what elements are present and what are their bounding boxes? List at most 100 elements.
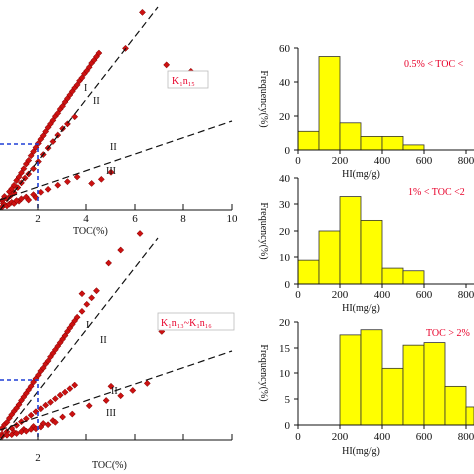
histogram-1-ytick-20: 20 (279, 111, 298, 123)
scatter-top-point (20, 165, 28, 173)
histogram-3-ylabel: Frequency(%) (258, 344, 269, 401)
histogram-3-bar (423, 342, 446, 426)
histogram-2-bar (339, 196, 362, 285)
scatter-bottom-point (42, 401, 50, 409)
scatter-top-point (30, 165, 38, 173)
histogram-3-xtick-label-800: 800 (458, 431, 474, 443)
histogram-panel-1: 0 20 40 60 0 200 400 600 800 HI(mg/g) Fr… (258, 43, 474, 180)
scatter-bottom-point (61, 388, 69, 396)
histogram-2-ytick-20: 20 (279, 226, 298, 238)
histogram-1-bar (297, 130, 320, 151)
scatter-bottom-point (88, 294, 96, 302)
histogram-1-bar (381, 135, 404, 151)
scatter-bottom-point (59, 413, 67, 421)
histogram-3-xtick-600: 600 (416, 425, 433, 443)
histogram-1-ytick-60: 60 (279, 43, 298, 55)
scatter-top-highlight-box (0, 143, 39, 210)
histogram-2-ytick-label-10: 10 (279, 252, 291, 264)
scatter-top-point (18, 195, 25, 203)
histogram-3-ytick-label-15: 15 (279, 343, 291, 355)
histogram-1-xtick-label-400: 400 (374, 155, 391, 167)
scatter-bottom-point (13, 421, 21, 429)
histogram-1-xtick-200: 200 (332, 150, 349, 167)
scatter-top-point (44, 185, 52, 193)
histogram-1-ytick-40: 40 (279, 77, 298, 89)
histogram-3-xtick-label-400: 400 (374, 431, 391, 443)
scatter-bottom-zone-II-upper: II (100, 335, 107, 346)
histogram-2-annotation: 1% < TOC <2 (408, 187, 465, 198)
scatter-top-line-I (0, 6, 159, 211)
histogram-2-bar (360, 219, 383, 285)
scatter-bottom-point (32, 408, 40, 416)
histogram-3-xlabel: HI(mg/g) (342, 446, 380, 457)
scatter-bottom-zone-I: I (86, 320, 89, 331)
histogram-2-xtick-label-800: 800 (458, 289, 474, 301)
scatter-bottom-legend-text: K₁n₁₃~K₁n₁₆ (161, 318, 212, 329)
histogram-2-xtick-label-200: 200 (332, 289, 349, 301)
histogram-3-annotation: TOC > 2% (426, 328, 470, 339)
histogram-3-ytick-5: 5 (285, 394, 298, 406)
histogram-3-bar (465, 406, 474, 426)
histogram-3-xtick-800: 800 (458, 425, 474, 443)
scatter-bottom-point (18, 418, 25, 426)
scatter-bottom-tick-2: 2 (35, 434, 41, 464)
histogram-1-bar (360, 135, 383, 151)
histogram-3-ytick-label-0: 0 (285, 420, 291, 432)
histogram-1-xtick-label-800: 800 (458, 155, 474, 167)
scatter-bottom-point (85, 402, 93, 410)
scatter-top-line-III (0, 120, 233, 201)
histogram-2-ytick-10: 10 (279, 252, 298, 264)
histogram-2-xtick-label-400: 400 (374, 289, 391, 301)
histogram-2-xtick-400: 400 (374, 284, 391, 301)
histogram-1-xtick-600: 600 (416, 150, 433, 167)
scatter-bottom-point (143, 379, 151, 387)
scatter-top-point (107, 168, 115, 176)
histogram-1-ytick-label-40: 40 (279, 77, 291, 89)
scatter-top-tick-label-10: 10 (227, 213, 239, 225)
histogram-3-bar (381, 367, 404, 426)
scatter-bottom-point (107, 382, 115, 390)
histogram-2-bar (318, 230, 341, 285)
scatter-top-point (97, 175, 105, 183)
histogram-1-ytick-label-0: 0 (285, 145, 291, 157)
histogram-2-ytick-label-0: 0 (285, 279, 291, 291)
histogram-2-bar (381, 267, 404, 285)
scatter-bottom-point (73, 313, 81, 321)
histogram-1-xtick-0: 0 (295, 150, 301, 167)
histogram-3-bar (402, 344, 425, 426)
histogram-2-ytick-40: 40 (279, 173, 298, 185)
histogram-3-ytick-20: 20 (279, 317, 298, 329)
scatter-bottom-point (117, 246, 125, 254)
scatter-top-point (73, 173, 81, 181)
scatter-bottom-zone-II: II (111, 386, 118, 397)
scatter-bottom-point (105, 259, 113, 267)
scatter-bottom-point (68, 410, 76, 418)
scatter-top-zone-I: I (84, 83, 87, 94)
scatter-top-point (54, 181, 62, 189)
histogram-3-xtick-label-600: 600 (416, 431, 433, 443)
histogram-panel-2: 0 10 20 30 40 0 200 400 600 800 HI(mg/g)… (258, 173, 474, 314)
scatter-bottom-point (78, 307, 86, 315)
histogram-3-xtick-label-0: 0 (295, 431, 301, 443)
histogram-3-bar (360, 329, 383, 426)
scatter-top-point (10, 189, 18, 197)
histogram-2-ytick-label-30: 30 (279, 199, 291, 211)
histogram-2-bar (402, 270, 425, 285)
scatter-top-point (63, 120, 71, 128)
scatter-top-tick-label-6: 6 (132, 213, 138, 225)
histogram-2-xtick-800: 800 (458, 284, 474, 301)
scatter-top-zone-II: II (110, 142, 117, 153)
histogram-3-ytick-10: 10 (279, 368, 298, 380)
scatter-top-tick-label-4: 4 (83, 213, 89, 225)
scatter-bottom-point (129, 386, 137, 394)
histogram-3-bars (339, 329, 474, 426)
scatter-bottom-points (0, 230, 178, 440)
histogram-panel-3: 0 5 10 15 20 0 200 400 600 800 HI(mg/g) … (258, 317, 474, 457)
scatter-top-point (25, 156, 33, 164)
scatter-top-tick-8: 8 (180, 204, 186, 225)
scatter-bottom-point (22, 427, 30, 435)
scatter-top-point (95, 49, 103, 57)
histogram-2-xtick-label-0: 0 (295, 289, 301, 301)
scatter-top-point (13, 197, 21, 205)
